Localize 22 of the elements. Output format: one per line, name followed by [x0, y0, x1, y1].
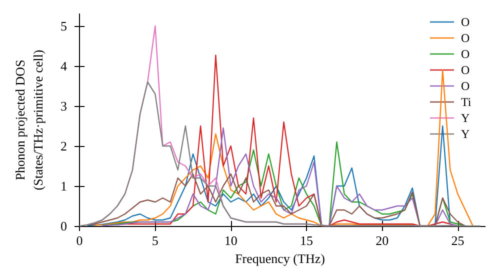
legend-label: Ti — [461, 95, 472, 109]
y-tick-label: 0 — [60, 218, 67, 234]
legend-label: O — [461, 47, 470, 61]
x-tick-label: 5 — [152, 233, 158, 248]
legend-label: Y — [461, 127, 470, 141]
y-tick-label: 4 — [60, 58, 68, 74]
x-tick-label: 0 — [76, 233, 83, 248]
x-axis-title: Frequency (THz) — [235, 250, 325, 266]
y-tick-label: 3 — [60, 98, 67, 114]
x-tick-label: 10 — [224, 233, 238, 248]
y-axis-title: Phonon projected DOS (States/THz·primitive cell) — [12, 50, 46, 190]
y-tick-label: 1 — [60, 178, 67, 194]
y-tick-label: 5 — [60, 18, 67, 34]
x-tick-label: 20 — [376, 233, 389, 248]
x-tick-label: 15 — [300, 233, 313, 248]
legend-label: O — [461, 31, 470, 45]
legend-label: O — [461, 15, 470, 29]
x-tick-label: 25 — [451, 233, 464, 248]
legend-label: O — [461, 79, 470, 93]
y-tick-label: 2 — [60, 138, 67, 154]
legend-label: O — [461, 63, 470, 77]
legend-label: Y — [461, 111, 470, 125]
